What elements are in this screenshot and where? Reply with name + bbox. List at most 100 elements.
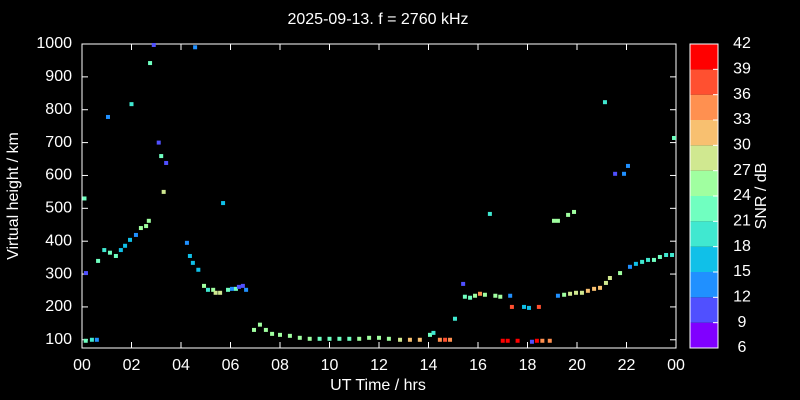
- data-point: [205, 287, 210, 292]
- data-point: [646, 257, 651, 262]
- x-tick-label: 18: [519, 357, 537, 374]
- colorbar-tick-label: 36: [733, 86, 751, 103]
- data-point: [452, 316, 457, 321]
- data-point: [196, 267, 201, 272]
- data-point: [540, 338, 545, 343]
- x-tick-label: 02: [123, 357, 141, 374]
- data-point: [146, 218, 151, 223]
- data-point: [83, 271, 88, 276]
- data-point: [386, 336, 391, 341]
- data-point: [640, 259, 645, 264]
- data-point: [462, 294, 467, 299]
- data-point: [487, 211, 492, 216]
- data-point: [82, 196, 87, 201]
- data-point: [598, 285, 603, 290]
- data-point: [498, 294, 503, 299]
- data-point: [555, 218, 560, 223]
- x-tick-label: 04: [172, 357, 190, 374]
- data-point: [437, 337, 442, 342]
- data-point: [625, 163, 630, 168]
- colorbar-bin: [690, 221, 718, 247]
- data-point: [229, 286, 234, 291]
- data-point: [233, 286, 238, 291]
- colorbar-bin: [690, 322, 718, 348]
- data-point: [477, 291, 482, 296]
- colorbar-tick-label: 18: [733, 238, 751, 255]
- y-tick-label: 100: [45, 331, 72, 348]
- y-axis-label: Virtual height / km: [5, 132, 22, 260]
- data-point: [607, 275, 612, 280]
- data-point: [627, 264, 632, 269]
- colorbar-tick-label: 12: [733, 289, 751, 306]
- data-point: [534, 338, 539, 343]
- data-point: [83, 338, 88, 343]
- data-point: [102, 248, 107, 253]
- colorbar-tick-label: 42: [733, 35, 751, 52]
- data-point: [505, 338, 510, 343]
- colorbar-bin: [690, 145, 718, 171]
- data-point: [123, 243, 128, 248]
- data-point: [118, 248, 123, 253]
- x-tick-label: 20: [568, 357, 586, 374]
- colorbar-tick-label: 39: [733, 61, 751, 78]
- data-point: [105, 114, 110, 119]
- data-point: [270, 331, 275, 336]
- data-point: [161, 189, 166, 194]
- data-point: [555, 293, 560, 298]
- data-point: [508, 293, 513, 298]
- data-point: [144, 224, 149, 229]
- data-point: [244, 287, 249, 292]
- y-tick-label: 600: [45, 167, 72, 184]
- data-point: [427, 332, 432, 337]
- data-point: [622, 171, 627, 176]
- data-point: [187, 253, 192, 258]
- data-point: [585, 288, 590, 293]
- y-tick-label: 1000: [36, 35, 72, 52]
- data-point: [515, 338, 520, 343]
- data-point: [156, 140, 161, 145]
- data-point: [651, 257, 656, 262]
- x-tick-label: 16: [469, 357, 487, 374]
- data-point: [448, 337, 453, 342]
- data-point: [602, 100, 607, 105]
- y-tick-label: 400: [45, 232, 72, 249]
- data-point: [551, 218, 556, 223]
- colorbar-bin: [690, 170, 718, 196]
- x-tick-label: 10: [321, 357, 339, 374]
- data-point: [129, 102, 134, 107]
- colorbar-tick-label: 30: [733, 137, 751, 154]
- data-point: [592, 286, 597, 291]
- data-point: [407, 337, 412, 342]
- x-tick-label: 12: [370, 357, 388, 374]
- colorbar-bin: [690, 120, 718, 146]
- data-point: [159, 154, 164, 159]
- data-point: [664, 252, 669, 257]
- data-point: [574, 290, 579, 295]
- data-point: [431, 330, 436, 335]
- x-axis-label: UT Time / hrs: [330, 377, 426, 394]
- x-tick-label: 00: [667, 357, 685, 374]
- data-point: [128, 237, 133, 242]
- data-point: [526, 305, 531, 310]
- data-point: [657, 254, 662, 259]
- colorbar-bin: [690, 246, 718, 272]
- data-point: [213, 290, 218, 295]
- data-point: [461, 281, 466, 286]
- colorbar-tick-label: 33: [733, 111, 751, 128]
- x-tick-label: 08: [271, 357, 289, 374]
- data-point: [164, 160, 169, 165]
- data-point: [536, 304, 541, 309]
- y-tick-label: 800: [45, 101, 72, 118]
- x-tick-label: 06: [222, 357, 240, 374]
- y-tick-label: 900: [45, 68, 72, 85]
- x-tick-label: 14: [420, 357, 438, 374]
- chart-title: 2025-09-13. f = 2760 kHz: [287, 11, 468, 28]
- data-point: [473, 293, 478, 298]
- y-tick-label: 500: [45, 200, 72, 217]
- data-point: [297, 335, 302, 340]
- data-point: [468, 295, 473, 300]
- colorbar-bin: [690, 297, 718, 323]
